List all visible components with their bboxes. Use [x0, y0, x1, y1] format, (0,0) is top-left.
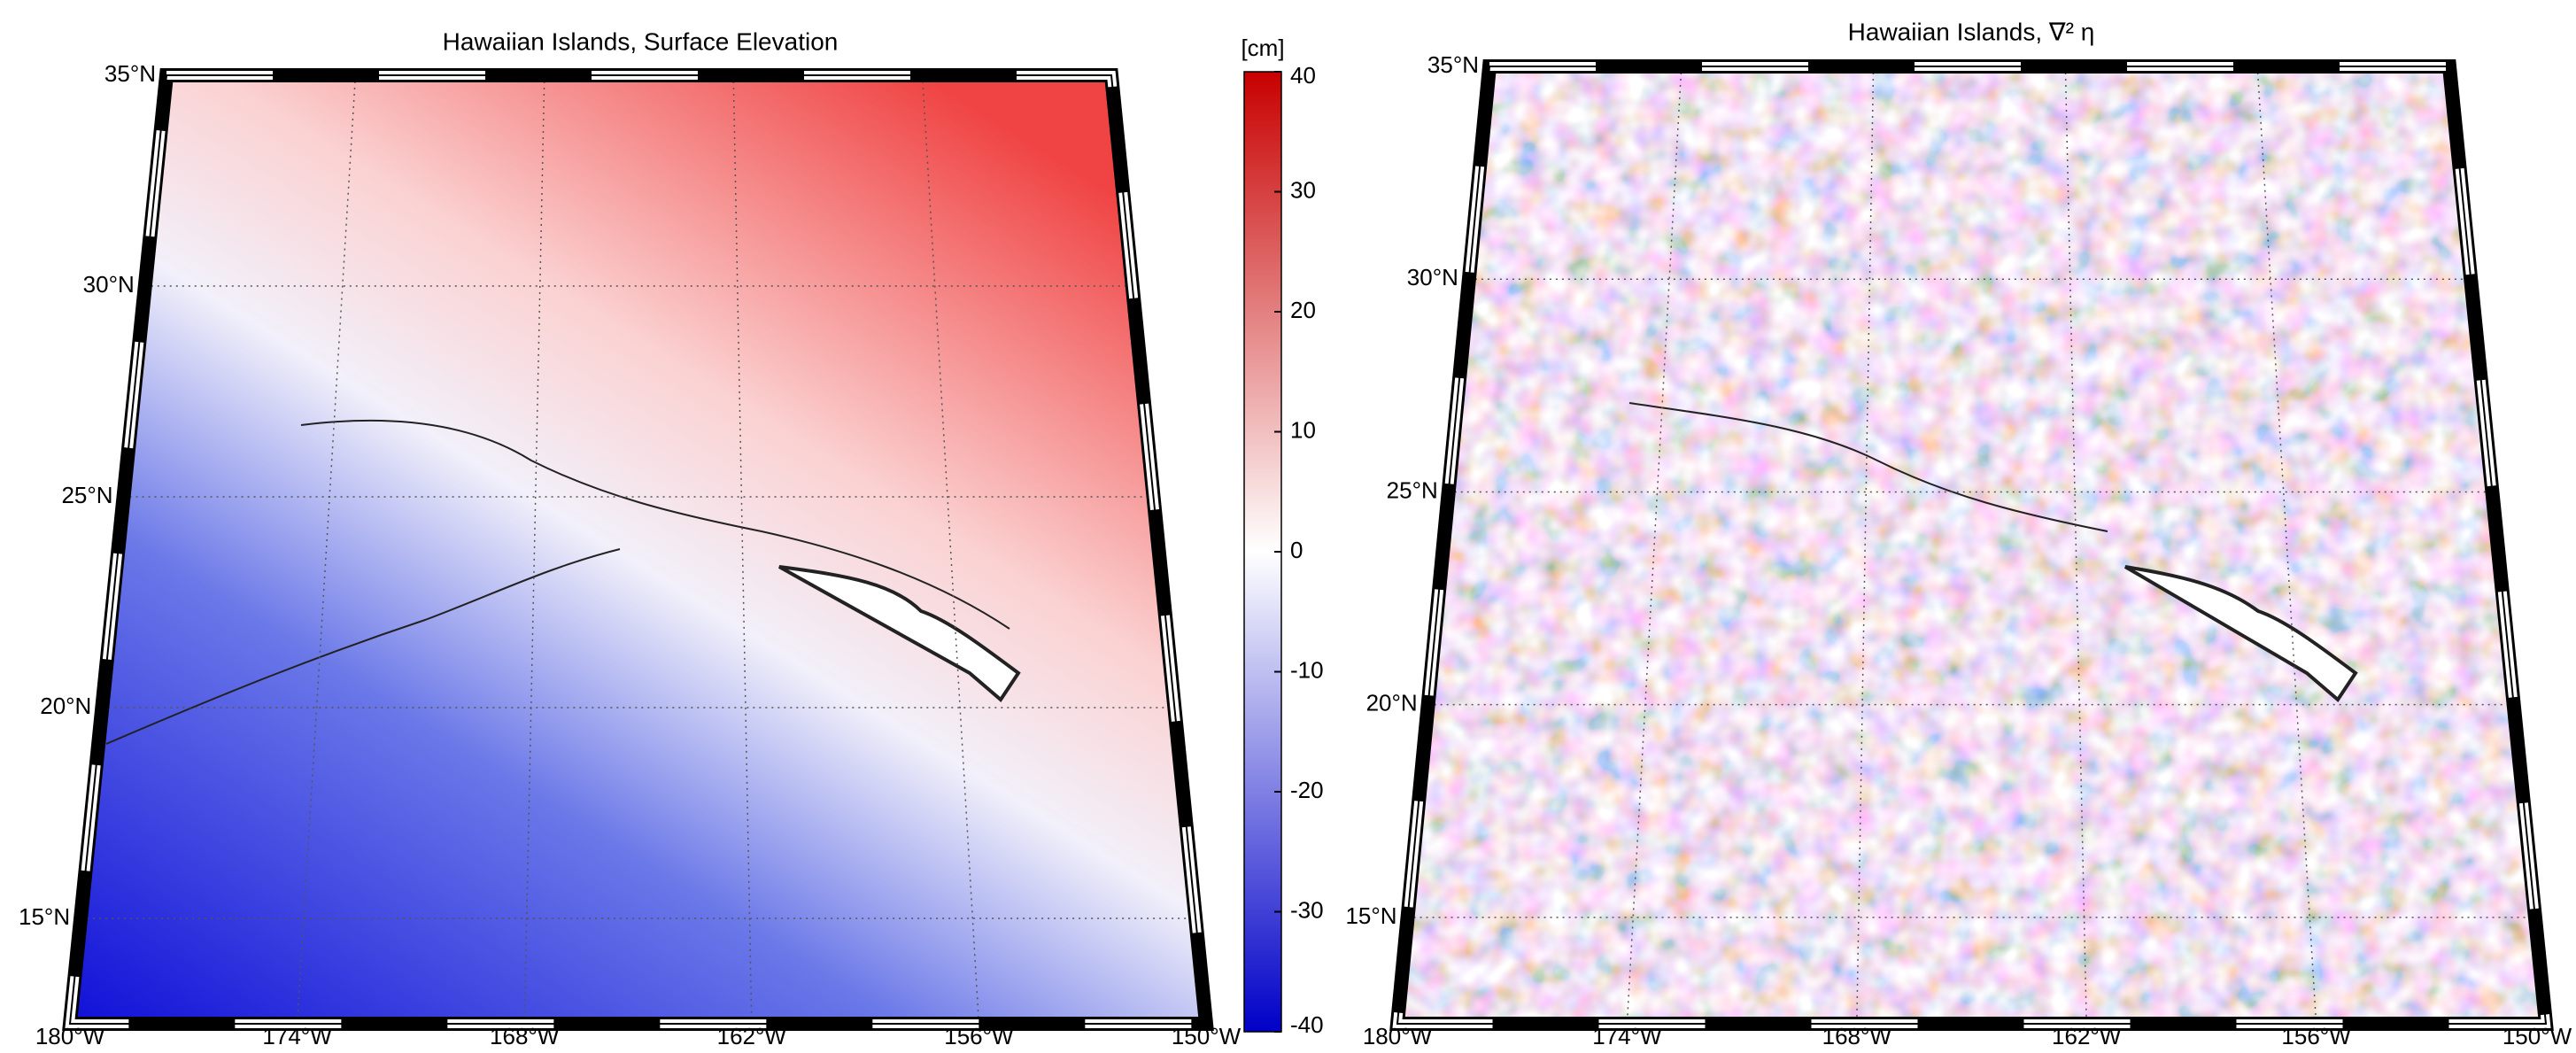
lat-label: 25°N [1387, 476, 1438, 503]
colorbar-tick-label: -10 [1290, 656, 1324, 683]
laplacian-texture [1397, 66, 2546, 1024]
map-border [1396, 66, 2548, 1025]
lon-label: 156°W [944, 1023, 1014, 1049]
meridian [2064, 66, 2087, 1025]
lon-label: 168°W [1822, 1023, 1892, 1049]
map-border [68, 74, 1208, 1025]
colorbar-tick-label: -20 [1290, 777, 1324, 803]
lat-label: 25°N [61, 482, 112, 508]
meridian [1856, 66, 1875, 1025]
lat-label: 20°N [1366, 690, 1418, 716]
lon-label: 150°W [1172, 1023, 1242, 1049]
panel-title: Hawaiian Islands, ∇² η [1848, 18, 2095, 45]
colorbar-tick-label: 30 [1290, 176, 1316, 203]
colorbar-tick-label: 0 [1290, 537, 1303, 563]
lon-label: 180°W [35, 1023, 105, 1049]
lon-label: 156°W [2281, 1023, 2351, 1049]
lon-label: 168°W [490, 1023, 560, 1049]
colorbar-label: [cm] [1241, 35, 1284, 61]
lat-label: 15°N [1345, 902, 1396, 929]
elevation-field [70, 75, 1206, 1024]
lon-label: 174°W [262, 1023, 332, 1049]
lat-label: 20°N [40, 693, 91, 719]
lon-label: 180°W [1363, 1023, 1433, 1049]
lat-label: 30°N [83, 271, 135, 298]
colorbar-tick-label: 40 [1290, 62, 1316, 89]
coastlines [105, 419, 1021, 745]
colorbar-tick-label: 10 [1290, 416, 1316, 443]
lat-label: 35°N [104, 60, 156, 87]
lon-label: 174°W [1592, 1023, 1662, 1049]
lon-label: 162°W [717, 1023, 787, 1049]
lat-label: 30°N [1407, 264, 1458, 290]
coastlines [1628, 402, 2358, 702]
colorbar-tick-label: 20 [1290, 297, 1316, 323]
lon-label: 162°W [2052, 1023, 2122, 1049]
lat-label: 35°N [1427, 51, 1479, 78]
colorbar-tick-label: -30 [1290, 896, 1324, 923]
panel-title: Hawaiian Islands, Surface Elevation [443, 27, 839, 55]
lon-label: 150°W [2503, 1023, 2572, 1049]
lat-label: 15°N [19, 903, 70, 930]
colorbar-tick-label: -40 [1290, 1011, 1324, 1038]
